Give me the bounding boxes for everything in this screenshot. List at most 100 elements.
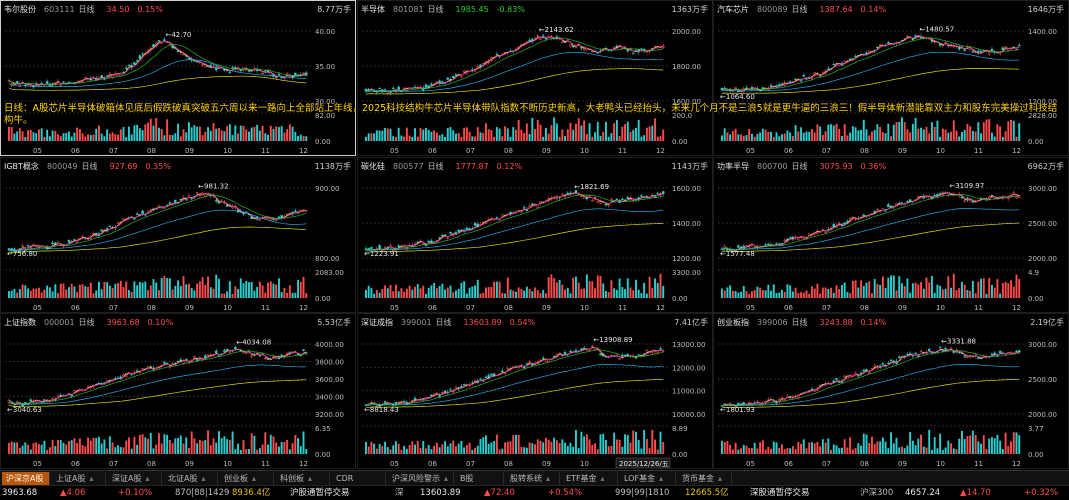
market-tab[interactable]: 货币基金 ▴ — [678, 472, 732, 485]
chart-panel[interactable]: 功率半导 800700 日线 3075.93 0.36% 6962万手 3000.00 250… — [713, 157, 1069, 313]
market-tab-label: 货币基金 — [682, 474, 714, 483]
last-price: 13603.89 — [463, 318, 502, 327]
market-tab[interactable]: 沪深京A股▴ — [2, 472, 50, 496]
volume-bar — [389, 449, 392, 454]
chart-panel[interactable]: IGBT概念 800049 日线 927.69 0.35% 1138万手 900.00 800… — [0, 157, 356, 313]
chart-panel[interactable]: 汽车芯片 800089 日线 1387.64 0.14% 1646万手 1400.00 120… — [713, 0, 1069, 156]
candle — [881, 362, 885, 367]
chart-panel[interactable]: 创业板指 399006 日线 3243.88 0.14% 2.19亿手 3000.00 250… — [713, 313, 1069, 469]
kline-chart[interactable]: 40.00 35.00 30.00 82.00 0.00 ←42.70 05 06 07 08 09… — [1, 1, 356, 156]
tab-dropdown-icon[interactable]: ▴ — [252, 474, 257, 483]
volume-bar — [111, 442, 114, 454]
volume-bar — [48, 136, 51, 141]
candle — [895, 358, 898, 365]
candle — [591, 344, 594, 347]
tab-dropdown-icon[interactable]: ▴ — [718, 474, 723, 483]
candle — [1007, 195, 1010, 201]
volume-bar — [783, 133, 786, 141]
volume-axis-label: 4.9 — [1028, 269, 1039, 277]
kline-chart[interactable]: 3000.00 2500.00 2000.00 4.9 0.00 ←3109.97 ←157… — [714, 158, 1069, 313]
volume-bar — [215, 128, 218, 141]
market-tab[interactable]: 沪深风险警示 ▴ — [388, 472, 454, 485]
volume-bar — [645, 438, 648, 454]
kline-chart[interactable]: 2000.00 1800.00 1600.00 200.0 0.00 ←2143.62 05… — [358, 1, 713, 156]
market-tab[interactable]: 上证A股 ▴ — [52, 472, 106, 485]
candle — [887, 202, 890, 208]
chart-panel[interactable]: 半导体 801081 日线 1985.45 -0.83% 1363万手 2000.00 180… — [357, 0, 713, 156]
chart-panel[interactable]: 韦尔股份 603111 日线 34.50 0.15% 8.77万手 40.00 35.00 30… — [0, 0, 356, 156]
month-axis-label: 07 — [822, 304, 831, 312]
volume-bar — [920, 127, 922, 141]
tab-dropdown-icon[interactable]: ▴ — [546, 474, 551, 483]
volume-bar — [438, 285, 441, 298]
candle — [783, 238, 786, 242]
volume-bar — [425, 293, 427, 298]
candle — [242, 351, 245, 354]
volume-bar — [830, 124, 832, 141]
volume-axis-label: 0.00 — [1028, 451, 1044, 459]
candle — [637, 354, 640, 356]
volume-bar — [218, 431, 220, 454]
market-tab[interactable]: B股 — [456, 472, 504, 485]
tab-dropdown-icon[interactable]: ▴ — [145, 474, 150, 483]
kline-chart[interactable]: 900.00 800.00 2083.00 0.00 ←981.32 ←756.80 05 0… — [1, 158, 356, 313]
kline-chart[interactable]: 3000.00 2500.00 2000.00 3.77 0.00 ←3331.88 ←18… — [714, 314, 1069, 469]
volume-bar — [98, 281, 100, 298]
volume-bar — [395, 284, 397, 298]
volume-bar — [555, 282, 558, 298]
tab-dropdown-icon[interactable]: ▴ — [444, 474, 449, 483]
market-tab[interactable]: CDR — [332, 472, 386, 485]
chart-panel[interactable]: 碳化硅 800577 日线 1777.87 0.12% 1143万手 1600.00 1400… — [357, 157, 713, 313]
market-tab[interactable]: 北证A股 ▴ — [164, 472, 218, 485]
volume-bar — [819, 293, 822, 298]
volume-bar — [794, 125, 797, 141]
chart-panel[interactable]: 上证指数 000001 日线 3963.68 0.10% 5.53亿手 4000.00 380… — [0, 313, 356, 469]
volume-bar — [100, 289, 103, 298]
month-axis-label: 08 — [504, 304, 513, 312]
volume-bar — [955, 449, 958, 454]
candle — [449, 387, 452, 392]
market-tab[interactable]: LOF基金 ▴ — [620, 472, 676, 485]
price-axis-label: 2000.00 — [1028, 255, 1057, 263]
kline-chart[interactable]: 4000.00 3800.00 3600.00 3400.00 3200.00 6.35 0… — [1, 314, 356, 469]
volume-bar — [92, 293, 95, 298]
volume-bar — [171, 443, 174, 454]
month-axis-label: 12 — [1012, 304, 1021, 312]
volume-bar — [419, 127, 422, 141]
market-tab[interactable]: 创业板 ▴ — [220, 472, 274, 485]
market-tab[interactable]: 科创板 ▴ — [276, 472, 330, 485]
volume-bar — [1001, 283, 1004, 298]
security-code: 800049 — [46, 162, 78, 171]
volume-bar — [626, 121, 629, 141]
volume-bar — [911, 123, 914, 141]
volume-bar — [813, 288, 816, 298]
volume-bar — [599, 276, 602, 298]
volume-bar — [155, 282, 158, 298]
volume-bar — [969, 290, 972, 298]
panel-header: 韦尔股份 603111 日线 34.50 0.15% — [4, 3, 171, 16]
volume-bar — [737, 134, 740, 141]
market-tab[interactable]: 股转系统 ▴ — [506, 472, 560, 485]
tab-dropdown-icon[interactable]: ▴ — [201, 474, 206, 483]
kline-chart[interactable]: 1400.00 1200.00 2828.00 0.00 ←1480.57 ←1064.6… — [714, 1, 1069, 156]
kline-chart[interactable]: 1600.00 1400.00 1200.00 3300.00 0.00 ←1821.69… — [358, 158, 713, 313]
volume-bar — [816, 283, 819, 298]
volume-bar — [914, 282, 917, 298]
market-tab[interactable]: 深证A股 ▴ — [108, 472, 162, 485]
volume-bar — [635, 279, 637, 298]
volume-bar — [198, 439, 201, 454]
volume-label: 8.77万手 — [317, 5, 351, 14]
chart-panel[interactable]: 深证成指 399001 日线 13603.89 0.54% 7.41亿手 13000.00 1… — [357, 313, 713, 469]
tab-dropdown-icon[interactable]: ▴ — [600, 474, 605, 483]
volume-bar — [726, 441, 729, 454]
month-axis-label: 06 — [71, 304, 80, 312]
tab-dropdown-icon[interactable]: ▴ — [308, 474, 313, 483]
volume-bar — [931, 122, 933, 141]
tab-dropdown-icon[interactable]: ▴ — [659, 474, 664, 483]
volume-bar — [922, 129, 925, 141]
market-tab[interactable]: ETF基金 ▴ — [562, 472, 618, 485]
volume-bar — [977, 281, 980, 298]
kline-chart[interactable]: 13000.00 12000.00 11000.00 10000.00 8.89 0.00… — [358, 314, 713, 469]
tab-dropdown-icon[interactable]: ▴ — [89, 474, 94, 483]
period-label: 日线 — [791, 5, 808, 14]
